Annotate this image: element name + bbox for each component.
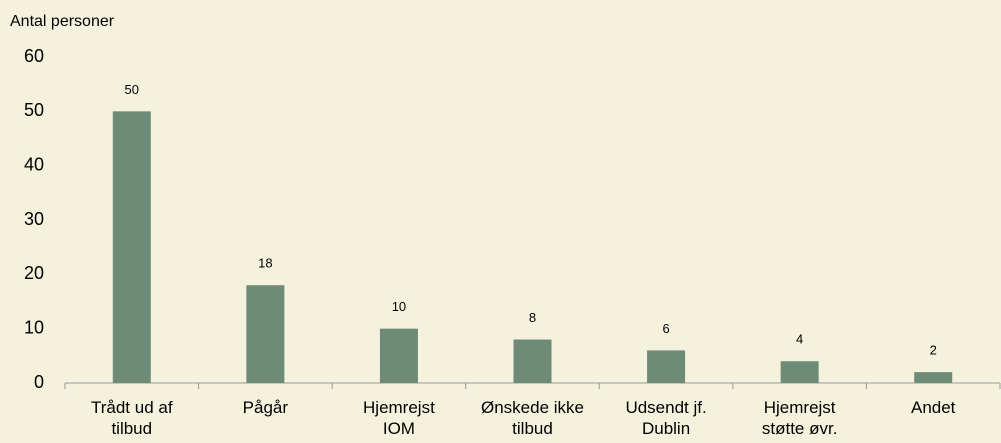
y-tick-label: 40 bbox=[24, 154, 44, 174]
y-tick-label: 0 bbox=[34, 372, 44, 392]
bar bbox=[246, 285, 285, 383]
y-tick-label: 50 bbox=[24, 100, 44, 120]
data-label: 8 bbox=[529, 310, 536, 325]
data-label: 50 bbox=[125, 82, 139, 97]
x-tick-label: Ønskede ikke tilbud bbox=[481, 398, 584, 438]
x-tick-label: Trådt ud af tilbud bbox=[91, 398, 173, 438]
x-tick-label: Udsendt jf. Dublin bbox=[625, 398, 706, 438]
x-tick-label: Pågår bbox=[243, 398, 289, 417]
data-label: 18 bbox=[258, 256, 272, 271]
data-label: 10 bbox=[392, 299, 406, 314]
bar bbox=[647, 350, 686, 383]
bar bbox=[780, 361, 819, 383]
y-tick-label: 60 bbox=[24, 46, 44, 66]
data-label: 4 bbox=[796, 332, 803, 347]
data-label: 2 bbox=[930, 343, 937, 358]
x-tick-label: Andet bbox=[911, 398, 956, 417]
x-tick-label: Hjemrejst støtte øvr. bbox=[762, 398, 838, 438]
data-label: 6 bbox=[662, 321, 669, 336]
bar bbox=[513, 339, 552, 383]
x-tick-label: Hjemrejst IOM bbox=[363, 398, 435, 438]
bar bbox=[914, 372, 953, 383]
y-tick-label: 10 bbox=[24, 317, 44, 337]
y-tick-label: 20 bbox=[24, 263, 44, 283]
y-tick-label: 30 bbox=[24, 209, 44, 229]
y-axis-title: Antal personer bbox=[10, 13, 115, 30]
bar bbox=[112, 111, 151, 383]
bar bbox=[379, 328, 418, 383]
